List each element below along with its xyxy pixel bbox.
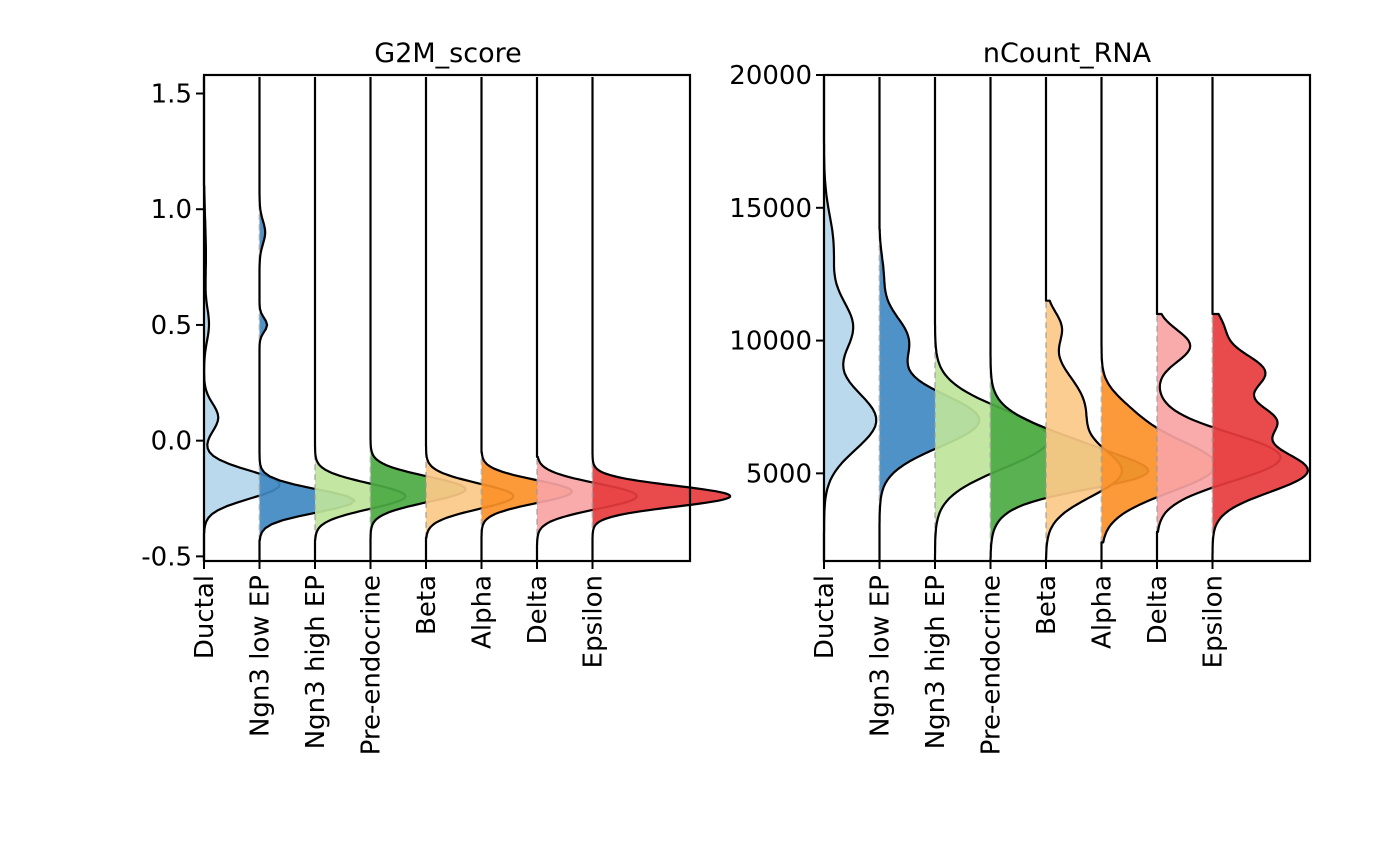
y-axis: -0.5 0.0 0.5 1.0 1.5 [141,80,204,572]
violin-outline [1211,77,1309,561]
violin-beta [426,440,514,538]
violin-outline [822,77,878,561]
violin-delta [1157,314,1281,532]
x-tick-label-beta: Beta [412,575,442,635]
panel-title: G2M_score [374,38,521,69]
violin-layer [822,77,1309,561]
x-tick-label-pre-endocrine: Pre-endocrine [977,575,1007,755]
violin-ngn3-high-ep [315,436,406,541]
y-tick-label: 15000 [729,194,812,224]
y-axis: 5000 10000 15000 20000 [729,61,824,489]
violin-epsilon [1212,314,1308,553]
x-tick-label-ductal: Ductal [190,575,220,659]
violin-outline [258,77,356,561]
x-tick-label-ngn3-high-ep: Ngn3 high EP [921,575,951,749]
y-tick-label: -0.5 [141,542,192,572]
g2m-score-panel: G2M_score -0.5 0.0 0.5 1.0 1.5 Ductal Ngn3 lo… [141,38,732,755]
x-tick-label-alpha: Alpha [1088,575,1118,649]
y-tick-label: 1.5 [151,80,192,110]
violin-epsilon [592,452,731,538]
x-tick-label-ngn3-high-ep: Ngn3 high EP [301,575,331,749]
y-tick-label: 1.0 [151,195,192,225]
y-tick-label: 5000 [746,459,812,489]
y-tick-label: 20000 [729,61,812,91]
x-tick-label-ductal: Ductal [810,575,840,659]
x-tick-label-epsilon: Epsilon [579,575,609,668]
y-tick-label: 0.0 [151,427,192,457]
violin-beta [1046,300,1122,559]
violin-ngn3-low-ep [879,229,980,561]
violin-pre-endocrine [370,438,466,543]
x-axis: Ductal Ngn3 low EP Ngn3 high EP Pre-endocri… [190,561,609,755]
violin-outline [591,77,732,561]
y-tick-label: 0.5 [151,311,192,341]
x-tick-label-alpha: Alpha [468,575,498,649]
violin-ductal [204,186,280,534]
violin-outline [1044,77,1123,561]
y-tick-label: 10000 [729,327,812,357]
panel-title: nCount_RNA [983,38,1152,69]
x-tick-label-delta: Delta [1143,575,1173,644]
x-tick-label-ngn3-low-ep: Ngn3 low EP [866,575,896,737]
x-tick-label-ngn3-low-ep: Ngn3 low EP [246,575,276,737]
plot-frame [202,73,692,563]
x-tick-label-delta: Delta [523,575,553,644]
violin-layer [202,77,732,561]
violin-alpha [481,452,572,545]
ncount-rna-panel: nCount_RNA 5000 10000 15000 20000 Ductal Ngn… [729,38,1312,755]
violin-delta [537,456,637,545]
violin-outline [1155,77,1282,561]
x-tick-label-pre-endocrine: Pre-endocrine [357,575,387,755]
x-tick-label-beta: Beta [1032,575,1062,635]
x-axis: Ductal Ngn3 low EP Ngn3 high EP Pre-endocri… [810,561,1229,755]
x-tick-label-epsilon: Epsilon [1199,575,1229,668]
plot-frame [822,73,1312,563]
